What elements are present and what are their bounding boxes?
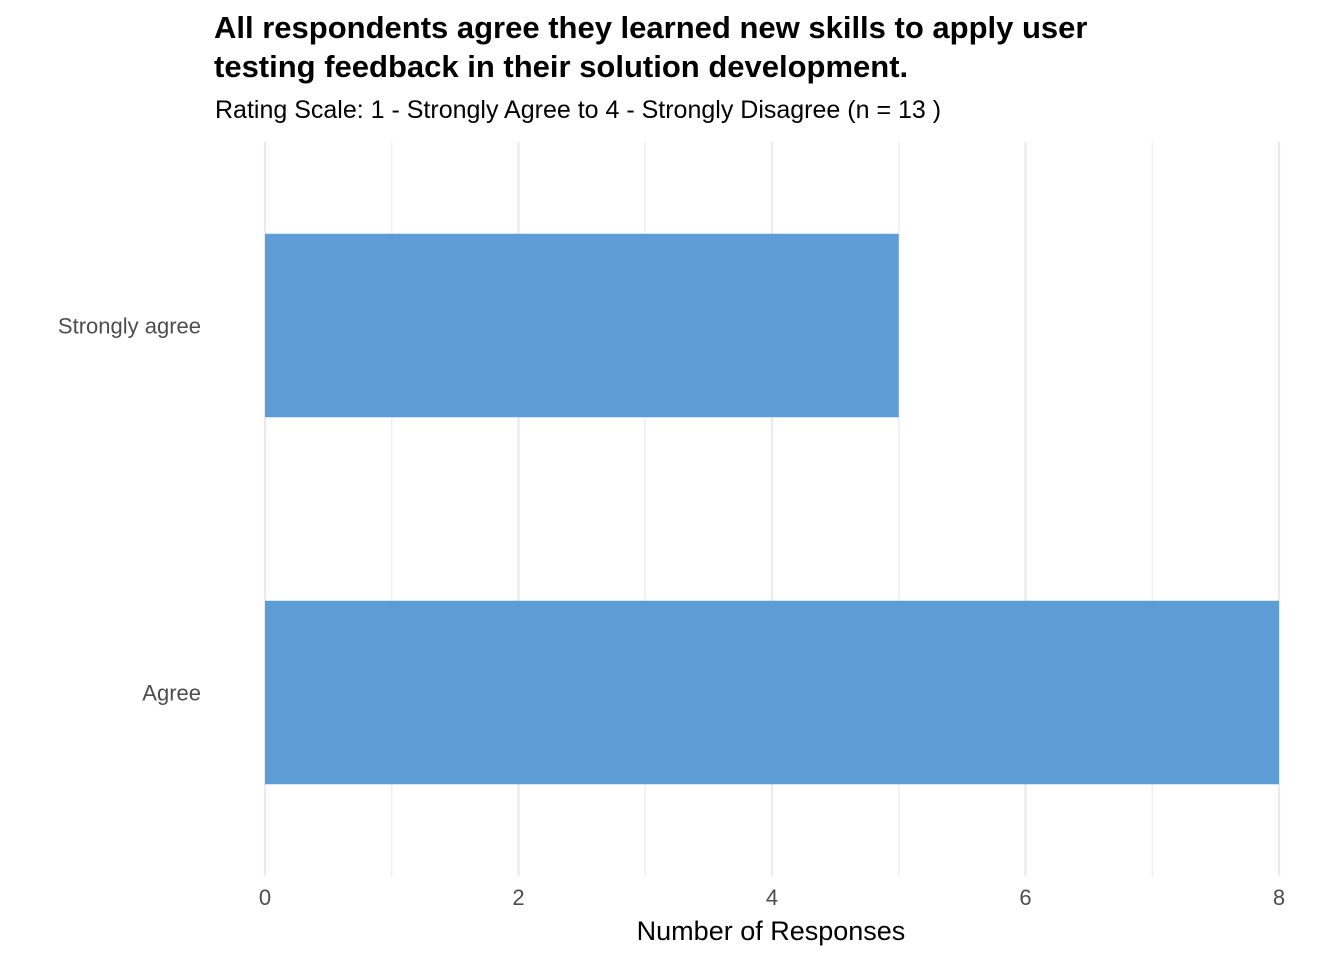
chart-title-line-2: testing feedback in their solution devel…	[214, 49, 909, 84]
y-tick-label: Agree	[142, 681, 201, 706]
x-tick-label: 8	[1273, 885, 1285, 910]
x-tick-label: 2	[512, 885, 524, 910]
bar-strongly-agree	[265, 233, 899, 418]
x-tick-label: 4	[766, 885, 778, 910]
x-tick-label: 6	[1019, 885, 1031, 910]
x-axis-tick-labels: 0 2 4 6 8	[259, 885, 1285, 910]
x-axis-label: Number of Responses	[637, 916, 906, 946]
bars	[265, 233, 1279, 785]
y-axis-tick-labels: Strongly agree Agree	[58, 314, 201, 706]
x-tick-label: 0	[259, 885, 271, 910]
chart-title-line-1: All respondents agree they learned new s…	[214, 10, 1088, 45]
bar-agree	[265, 600, 1279, 785]
y-tick-label: Strongly agree	[58, 314, 201, 339]
chart-subtitle: Rating Scale: 1 - Strongly Agree to 4 - …	[215, 96, 942, 124]
chart-title: All respondents agree they learned new s…	[214, 8, 1314, 86]
